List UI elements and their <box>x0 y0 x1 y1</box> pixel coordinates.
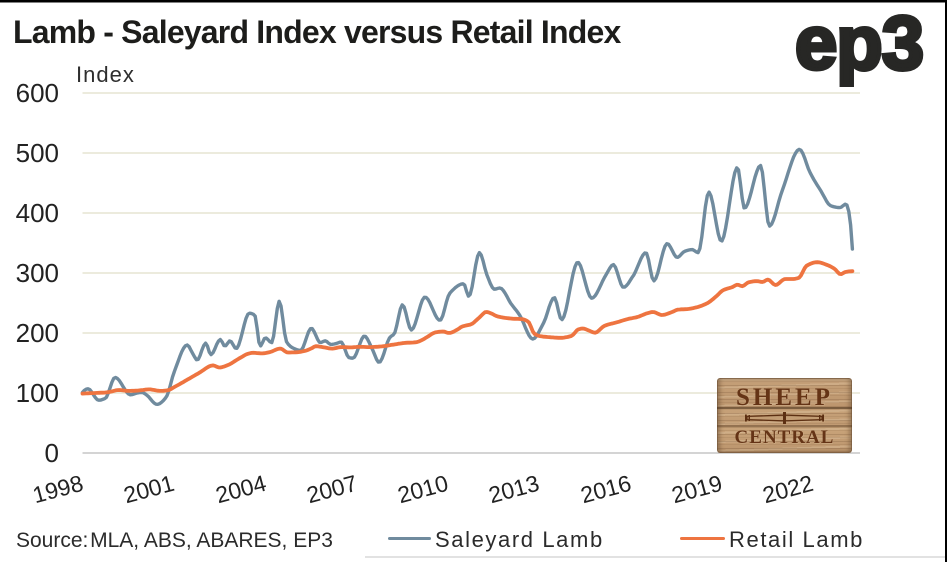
svg-text:ep3: ep3 <box>795 1 923 86</box>
